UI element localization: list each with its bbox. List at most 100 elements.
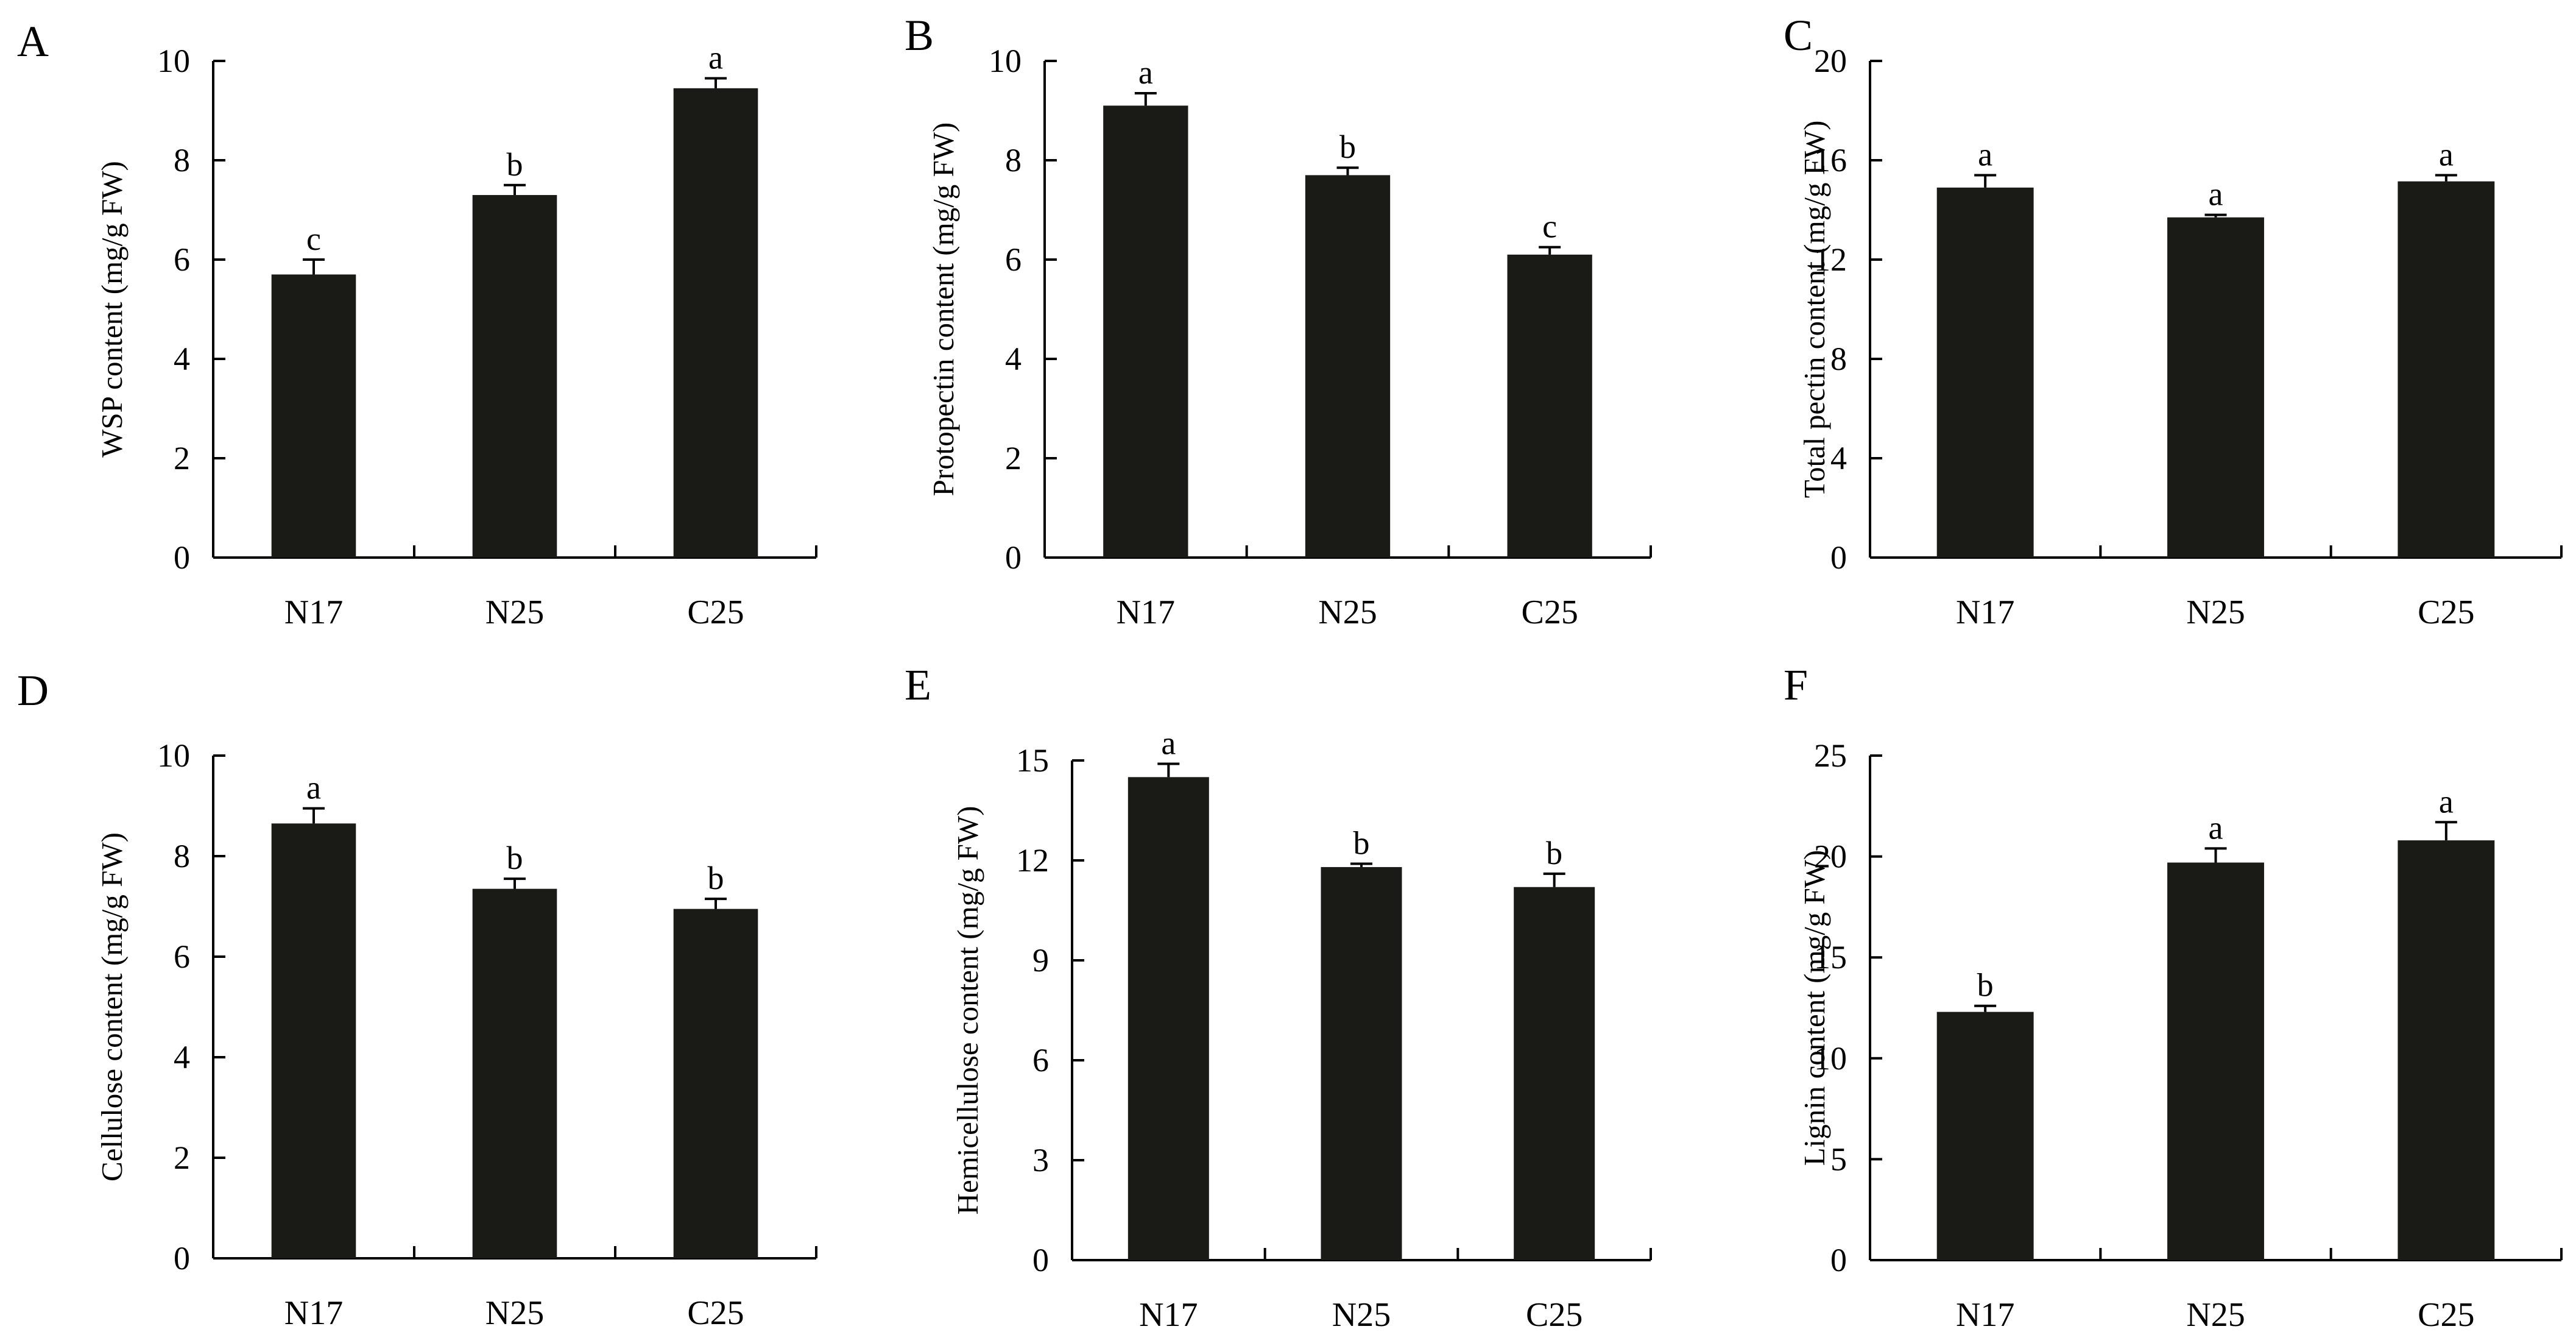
- panel-letter: C: [1784, 11, 1813, 60]
- panel-letter: E: [905, 661, 931, 709]
- x-category-label: N25: [1318, 594, 1377, 631]
- bar: [1305, 175, 1391, 558]
- bar: [2398, 181, 2495, 558]
- bar: [271, 274, 356, 558]
- bar: [1321, 866, 1402, 1260]
- chart-panel-d: D 0 2 4 6 8 10 Cellulose content (mg/g FW) a N17 b…: [17, 666, 817, 1332]
- y-tick-label: 0: [1005, 539, 1022, 576]
- x-category-label: N17: [1956, 1296, 2014, 1334]
- y-tick-label: 8: [174, 838, 190, 874]
- y-tick-label: 2: [174, 440, 190, 477]
- chart-panel-a: A 0 2 4 6 8 10 WSP content (mg/g FW) c N17 b N25 a C2…: [17, 17, 817, 631]
- significance-label: c: [306, 221, 321, 257]
- y-tick-label: 6: [174, 241, 190, 278]
- y-tick-label: 20: [1814, 838, 1847, 875]
- panel-letter: A: [17, 17, 49, 66]
- y-axis-label: Lignin content (mg/g FW): [1798, 850, 1831, 1166]
- y-tick-label: 5: [1830, 1141, 1847, 1177]
- y-tick-label: 0: [1830, 539, 1847, 576]
- y-tick-label: 3: [1032, 1142, 1049, 1178]
- significance-label: a: [1138, 54, 1153, 91]
- significance-label: b: [507, 146, 523, 183]
- bar: [673, 909, 758, 1258]
- x-category-label: N25: [485, 1294, 544, 1332]
- y-tick-label: 10: [989, 43, 1022, 79]
- significance-label: b: [507, 840, 523, 876]
- y-tick-label: 6: [1005, 241, 1022, 278]
- bar: [1507, 254, 1592, 558]
- significance-label: a: [1161, 725, 1176, 761]
- x-category-label: N25: [2186, 1296, 2245, 1334]
- bar: [1127, 777, 1209, 1260]
- significance-label: b: [1339, 129, 1356, 165]
- y-tick-label: 12: [1016, 842, 1049, 879]
- y-tick-label: 0: [1830, 1242, 1847, 1278]
- significance-label: a: [2439, 783, 2454, 820]
- x-category-label: C25: [687, 1294, 744, 1332]
- y-tick-label: 10: [157, 737, 190, 774]
- x-category-label: C25: [687, 594, 744, 631]
- significance-label: a: [2439, 136, 2454, 172]
- bar: [2167, 862, 2264, 1260]
- bar: [2167, 217, 2264, 558]
- bar: [1936, 1012, 2034, 1260]
- y-tick-label: 20: [1814, 43, 1847, 79]
- chart-panel-e: E 0 3 6 9 12 15 Hemicellulose content (mg/g FW)…: [905, 661, 1652, 1334]
- y-tick-label: 10: [1814, 1040, 1847, 1077]
- y-tick-label: 8: [1830, 341, 1847, 377]
- panel-letter: D: [17, 666, 49, 715]
- y-tick-label: 0: [174, 1240, 190, 1277]
- y-tick-label: 10: [157, 43, 190, 79]
- y-tick-label: 0: [174, 539, 190, 576]
- y-tick-label: 4: [174, 1039, 190, 1075]
- y-axis-label: Total pectin content (mg/g FW): [1798, 121, 1831, 498]
- x-category-label: C25: [2418, 594, 2474, 631]
- x-category-label: N17: [284, 1294, 343, 1332]
- y-tick-label: 25: [1814, 737, 1847, 774]
- y-tick-label: 9: [1032, 942, 1049, 979]
- y-tick-label: 8: [174, 142, 190, 179]
- y-axis-label: Protopectin content (mg/g FW): [926, 122, 960, 497]
- chart-panel-b: B 0 2 4 6 8 10 Protopectin content (mg/g FW) a N1…: [905, 11, 1652, 631]
- bar: [1514, 887, 1595, 1260]
- significance-label: b: [1353, 824, 1370, 861]
- x-category-label: N25: [485, 594, 544, 631]
- x-category-label: C25: [1521, 594, 1578, 631]
- bar: [472, 195, 557, 558]
- y-tick-label: 15: [1814, 939, 1847, 976]
- y-tick-label: 12: [1814, 241, 1847, 278]
- x-category-label: C25: [1526, 1296, 1583, 1334]
- significance-label: a: [708, 40, 723, 76]
- significance-label: a: [306, 770, 321, 806]
- y-tick-label: 2: [1005, 440, 1022, 477]
- x-category-label: C25: [2418, 1296, 2474, 1334]
- y-tick-label: 0: [1032, 1242, 1049, 1278]
- significance-label: a: [1978, 136, 1992, 172]
- x-category-label: N17: [1139, 1296, 1198, 1334]
- y-tick-label: 6: [174, 938, 190, 975]
- bar: [673, 88, 758, 558]
- x-category-label: N17: [284, 594, 343, 631]
- bar: [1936, 187, 2034, 558]
- y-axis-label: WSP content (mg/g FW): [95, 161, 129, 458]
- y-tick-label: 16: [1814, 142, 1847, 179]
- x-category-label: N17: [1956, 594, 2014, 631]
- bar: [2398, 840, 2495, 1260]
- y-tick-label: 6: [1032, 1042, 1049, 1079]
- bar: [472, 888, 557, 1258]
- chart-panel-c: C 0 4 8 12 16 20 Total pectin content (mg/g FW)…: [1784, 11, 2563, 631]
- significance-label: c: [1542, 208, 1557, 245]
- y-tick-label: 2: [174, 1139, 190, 1176]
- panel-letter: B: [905, 11, 934, 60]
- significance-label: a: [2209, 176, 2223, 213]
- y-axis-label: Cellulose content (mg/g FW): [95, 832, 129, 1182]
- significance-label: b: [1546, 835, 1562, 871]
- y-tick-label: 8: [1005, 142, 1022, 179]
- x-category-label: N17: [1117, 594, 1175, 631]
- x-category-label: N25: [1332, 1296, 1391, 1334]
- significance-label: a: [2209, 809, 2223, 846]
- significance-label: b: [708, 860, 724, 896]
- panel-letter: F: [1784, 661, 1808, 709]
- bar: [1103, 105, 1188, 558]
